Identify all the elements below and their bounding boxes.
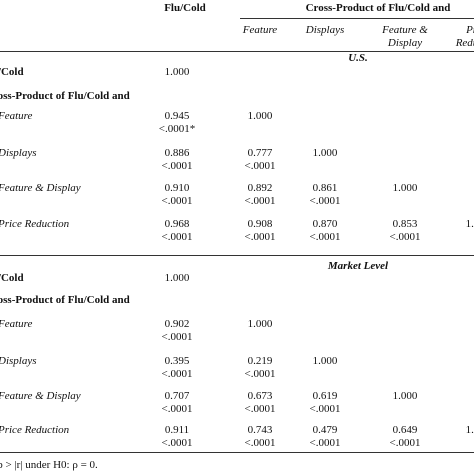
panel-title: U.S. — [348, 52, 368, 64]
cell-value: 0.395 — [164, 355, 190, 367]
cell-pvalue: <.0001 — [244, 231, 276, 243]
rule — [240, 18, 474, 19]
cell-value: 1.000 — [312, 147, 338, 159]
cell-pvalue: <.0001 — [244, 160, 276, 172]
cell-value: 1.000 — [164, 66, 190, 78]
cell-pvalue: <.0001 — [309, 231, 341, 243]
cell-value: 0.886 — [164, 147, 190, 159]
cell-pvalue: <.0001 — [161, 231, 193, 243]
rule — [0, 51, 474, 52]
row-label: Flu/Cold — [0, 272, 24, 284]
cell-value: 0.219 — [247, 355, 273, 367]
cell-value: 1.000 — [312, 355, 338, 367]
row-label: Displays — [0, 355, 37, 367]
cell-value: 0.743 — [247, 424, 273, 436]
row-label: Feature — [0, 110, 33, 122]
cell-value: 0.892 — [247, 182, 273, 194]
section-heading: Cross-Product of Flu/Cold and — [0, 90, 130, 102]
cell-pvalue: <.0001 — [244, 368, 276, 380]
cell-value: 0.619 — [312, 390, 338, 402]
cell-value: 1.000 — [465, 424, 474, 436]
cell-pvalue: <.0001* — [158, 123, 196, 135]
cell-value: 0.870 — [312, 218, 338, 230]
cell-pvalue: <.0001 — [161, 160, 193, 172]
row-label: Feature — [0, 318, 33, 330]
row-label: Flu/Cold — [0, 66, 24, 78]
subcolumn-header: Feature — [242, 24, 278, 36]
cell-pvalue: <.0001 — [309, 195, 341, 207]
column-header: Flu/Cold — [164, 2, 206, 14]
cell-pvalue: <.0001 — [389, 231, 421, 243]
rule — [0, 255, 474, 256]
footnote: Prob > |r| under H0: ρ = 0. — [0, 459, 98, 471]
cell-pvalue: <.0001 — [161, 437, 193, 449]
cell-pvalue: <.0001 — [244, 437, 276, 449]
cell-value: 1.000 — [392, 182, 418, 194]
cell-pvalue: <.0001 — [161, 403, 193, 415]
cell-value: 0.649 — [392, 424, 418, 436]
cell-pvalue: <.0001 — [161, 331, 193, 343]
cell-value: 1.000 — [164, 272, 190, 284]
cell-value: 1.000 — [392, 390, 418, 402]
panel-title: Market Level — [327, 260, 389, 272]
cell-value: 0.479 — [312, 424, 338, 436]
cell-value: 0.910 — [164, 182, 190, 194]
cell-value: 0.968 — [164, 218, 190, 230]
cell-value: 1.000 — [465, 218, 474, 230]
cell-pvalue: <.0001 — [389, 437, 421, 449]
cell-value: 0.861 — [312, 182, 338, 194]
cell-pvalue: <.0001 — [244, 195, 276, 207]
subcolumn-header: Displays — [305, 24, 345, 36]
cell-pvalue: <.0001 — [161, 368, 193, 380]
column-group-header: Cross-Product of Flu/Cold and — [305, 2, 451, 14]
cell-value: 1.000 — [247, 318, 273, 330]
cell-value: 0.673 — [247, 390, 273, 402]
subcolumn-header: Price Reduction — [455, 24, 474, 49]
cell-value: 0.777 — [247, 147, 273, 159]
rule — [0, 452, 474, 453]
section-heading: Cross-Product of Flu/Cold and — [0, 294, 130, 306]
cell-pvalue: <.0001 — [309, 403, 341, 415]
cell-value: 0.908 — [247, 218, 273, 230]
cell-pvalue: <.0001 — [161, 195, 193, 207]
cell-value: 0.853 — [392, 218, 418, 230]
subcolumn-header: Feature & Display — [382, 24, 428, 49]
cell-value: 0.945 — [164, 110, 190, 122]
cell-pvalue: <.0001 — [244, 403, 276, 415]
row-label: Price Reduction — [0, 424, 70, 436]
row-label: Displays — [0, 147, 37, 159]
cell-value: 0.911 — [164, 424, 190, 436]
row-label: Feature & Display — [0, 390, 81, 402]
row-label: Feature & Display — [0, 182, 81, 194]
cell-value: 0.707 — [164, 390, 190, 402]
cell-value: 1.000 — [247, 110, 273, 122]
cell-pvalue: <.0001 — [309, 437, 341, 449]
row-label: Price Reduction — [0, 218, 70, 230]
cell-value: 0.902 — [164, 318, 190, 330]
